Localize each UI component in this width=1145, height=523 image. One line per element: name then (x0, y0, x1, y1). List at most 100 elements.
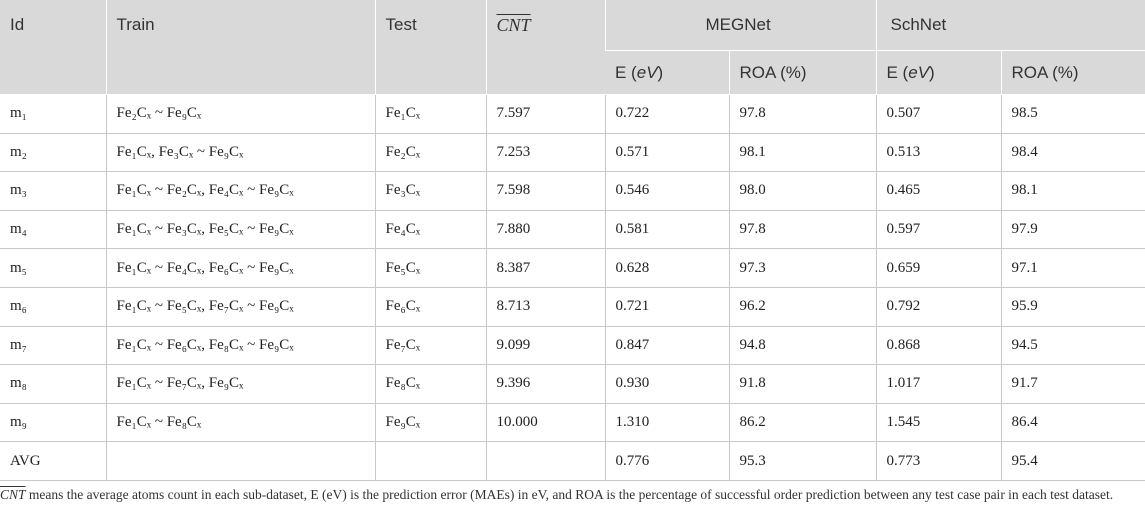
header-megnet: MEGNet (604, 0, 876, 51)
cell-schnet-roa: 98.5 (1000, 94, 1145, 134)
cell-megnet-roa: 97.3 (728, 248, 877, 288)
cell-schnet-e: 0.597 (875, 210, 1002, 250)
cell-megnet-e: 0.628 (604, 248, 730, 288)
cell-schnet-roa: 95.9 (1000, 287, 1145, 327)
cell-schnet-roa: 95.4 (1000, 441, 1145, 481)
header-schnet-e: E (eV) (875, 50, 1001, 95)
cell-train: Fe₁Cₓ ~ Fe₇Cₓ, Fe₉Cₓ (105, 364, 376, 404)
cell-train: Fe₁Cₓ ~ Fe₈Cₓ (105, 403, 376, 443)
cell-schnet-e: 0.792 (875, 287, 1002, 327)
cell-schnet-roa: 91.7 (1000, 364, 1145, 404)
cell-id: m₈ (0, 364, 107, 404)
header-id: Id (0, 0, 106, 95)
cell-cnt: 7.253 (485, 133, 606, 173)
table-row: m₇ Fe₁Cₓ ~ Fe₆Cₓ, Fe₈Cₓ ~ Fe₉Cₓ Fe₇Cₓ 9.… (0, 326, 1145, 366)
cell-id: m₄ (0, 210, 107, 250)
table-body: m₁ Fe₂Cₓ ~ Fe₉Cₓ Fe₁Cₓ 7.597 0.722 97.8 … (0, 94, 1145, 481)
table-row-average: AVG 0.776 95.3 0.773 95.4 (0, 441, 1145, 481)
header-schnet: SchNet (875, 0, 1145, 51)
cell-megnet-e: 0.847 (604, 326, 730, 366)
footnote-text: means the average atoms count in each su… (25, 487, 1114, 502)
header-megnet-e: E (eV) (605, 50, 729, 95)
cell-megnet-e: 0.722 (604, 94, 730, 134)
cell-train: Fe₁Cₓ ~ Fe₄Cₓ, Fe₆Cₓ ~ Fe₉Cₓ (105, 248, 376, 288)
cell-schnet-e: 0.465 (875, 171, 1002, 211)
table-row: m₁ Fe₂Cₓ ~ Fe₉Cₓ Fe₁Cₓ 7.597 0.722 97.8 … (0, 94, 1145, 134)
cell-schnet-e: 0.868 (875, 326, 1002, 366)
cell-id: m₇ (0, 326, 107, 366)
cell-schnet-roa: 97.9 (1000, 210, 1145, 250)
table-row: m₉ Fe₁Cₓ ~ Fe₈Cₓ Fe₉Cₓ 10.000 1.310 86.2… (0, 403, 1145, 443)
cell-test (374, 441, 487, 481)
cell-cnt: 7.880 (485, 210, 606, 250)
header-megnet-roa: ROA (%) (728, 50, 876, 95)
cell-cnt: 7.598 (485, 171, 606, 211)
cell-id: AVG (0, 441, 107, 481)
cell-train (105, 441, 376, 481)
cell-cnt: 8.713 (485, 287, 606, 327)
cell-test: Fe₄Cₓ (374, 210, 487, 250)
cell-megnet-e: 0.721 (604, 287, 730, 327)
table-row: m₈ Fe₁Cₓ ~ Fe₇Cₓ, Fe₉Cₓ Fe₈Cₓ 9.396 0.93… (0, 364, 1145, 404)
cell-megnet-roa: 86.2 (728, 403, 877, 443)
cell-schnet-roa: 94.5 (1000, 326, 1145, 366)
cell-train: Fe₁Cₓ ~ Fe₅Cₓ, Fe₇Cₓ ~ Fe₉Cₓ (105, 287, 376, 327)
cell-megnet-e: 1.310 (604, 403, 730, 443)
cell-train: Fe₁Cₓ ~ Fe₆Cₓ, Fe₈Cₓ ~ Fe₉Cₓ (105, 326, 376, 366)
cell-id: m₆ (0, 287, 107, 327)
cell-cnt: 10.000 (485, 403, 606, 443)
cell-schnet-roa: 98.4 (1000, 133, 1145, 173)
cell-megnet-e: 0.546 (604, 171, 730, 211)
cell-megnet-roa: 95.3 (728, 441, 877, 481)
cell-megnet-e: 0.571 (604, 133, 730, 173)
cell-test: Fe₅Cₓ (374, 248, 487, 288)
table-row: m₅ Fe₁Cₓ ~ Fe₄Cₓ, Fe₆Cₓ ~ Fe₉Cₓ Fe₅Cₓ 8.… (0, 248, 1145, 288)
cell-cnt: 9.396 (485, 364, 606, 404)
cell-id: m₂ (0, 133, 107, 173)
cell-schnet-e: 1.017 (875, 364, 1002, 404)
cell-id: m₁ (0, 94, 107, 134)
cell-cnt: 7.597 (485, 94, 606, 134)
cell-train: Fe₂Cₓ ~ Fe₉Cₓ (105, 94, 376, 134)
cell-megnet-roa: 96.2 (728, 287, 877, 327)
cell-schnet-e: 1.545 (875, 403, 1002, 443)
cnt-symbol: CNT (496, 15, 531, 35)
cell-schnet-e: 0.659 (875, 248, 1002, 288)
table-header: Id Train Test CNT MEGNet SchNet E (eV) R… (0, 0, 1145, 95)
table-row: m₄ Fe₁Cₓ ~ Fe₃Cₓ, Fe₅Cₓ ~ Fe₉Cₓ Fe₄Cₓ 7.… (0, 210, 1145, 250)
cell-schnet-e: 0.507 (875, 94, 1002, 134)
cell-megnet-roa: 97.8 (728, 210, 877, 250)
cell-id: m₃ (0, 171, 107, 211)
cell-cnt (485, 441, 606, 481)
cell-megnet-roa: 91.8 (728, 364, 877, 404)
cell-schnet-e: 0.513 (875, 133, 1002, 173)
cell-id: m₅ (0, 248, 107, 288)
header-schnet-roa: ROA (%) (1000, 50, 1145, 95)
cell-megnet-e: 0.930 (604, 364, 730, 404)
cell-id: m₉ (0, 403, 107, 443)
cell-schnet-roa: 97.1 (1000, 248, 1145, 288)
cell-test: Fe₃Cₓ (374, 171, 487, 211)
header-cnt: CNT (485, 0, 605, 95)
results-table: Id Train Test CNT MEGNet SchNet E (eV) R… (0, 0, 1145, 481)
cell-test: Fe₉Cₓ (374, 403, 487, 443)
cell-train: Fe₁Cₓ ~ Fe₂Cₓ, Fe₄Cₓ ~ Fe₉Cₓ (105, 171, 376, 211)
cell-megnet-roa: 98.1 (728, 133, 877, 173)
cell-megnet-roa: 98.0 (728, 171, 877, 211)
table-row: m₂ Fe₁Cₓ, Fe₃Cₓ ~ Fe₉Cₓ Fe₂Cₓ 7.253 0.57… (0, 133, 1145, 173)
cell-test: Fe₂Cₓ (374, 133, 487, 173)
header-test: Test (374, 0, 486, 95)
cell-schnet-e: 0.773 (875, 441, 1002, 481)
cell-schnet-roa: 86.4 (1000, 403, 1145, 443)
cell-megnet-e: 0.776 (604, 441, 730, 481)
footnote-cnt-symbol: CNT (0, 487, 26, 502)
cell-train: Fe₁Cₓ ~ Fe₃Cₓ, Fe₅Cₓ ~ Fe₉Cₓ (105, 210, 376, 250)
cell-test: Fe₈Cₓ (374, 364, 487, 404)
cell-train: Fe₁Cₓ, Fe₃Cₓ ~ Fe₉Cₓ (105, 133, 376, 173)
cell-cnt: 8.387 (485, 248, 606, 288)
cell-test: Fe₆Cₓ (374, 287, 487, 327)
header-train: Train (105, 0, 375, 95)
cell-megnet-e: 0.581 (604, 210, 730, 250)
table-row: m₃ Fe₁Cₓ ~ Fe₂Cₓ, Fe₄Cₓ ~ Fe₉Cₓ Fe₃Cₓ 7.… (0, 171, 1145, 211)
cell-megnet-roa: 94.8 (728, 326, 877, 366)
